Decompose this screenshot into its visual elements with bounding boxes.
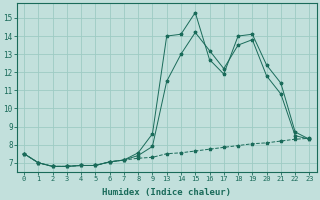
X-axis label: Humidex (Indice chaleur): Humidex (Indice chaleur) (102, 188, 231, 197)
